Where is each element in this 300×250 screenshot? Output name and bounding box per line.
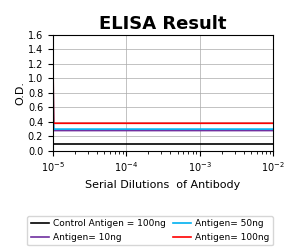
Antigen= 10ng: [72, 129, 75, 132]
Antigen= 100ng: [141, 122, 145, 125]
Control Antigen = 100ng: [86, 142, 89, 145]
Control Antigen = 100ng: [72, 142, 75, 145]
Antigen= 100ng: [86, 122, 89, 125]
Antigen= 10ng: [136, 129, 140, 132]
Antigen= 100ng: [136, 122, 140, 125]
Antigen= 50ng: [51, 51, 55, 54]
Antigen= 100ng: [51, 48, 55, 50]
Antigen= 100ng: [271, 122, 274, 125]
Antigen= 100ng: [72, 122, 75, 125]
X-axis label: Serial Dilutions  of Antibody: Serial Dilutions of Antibody: [85, 180, 241, 190]
Antigen= 10ng: [271, 129, 275, 132]
Antigen= 100ng: [140, 122, 144, 125]
Line: Antigen= 100ng: Antigen= 100ng: [53, 49, 273, 123]
Antigen= 50ng: [141, 128, 145, 130]
Title: ELISA Result: ELISA Result: [99, 15, 227, 33]
Antigen= 50ng: [86, 128, 89, 130]
Control Antigen = 100ng: [136, 142, 140, 145]
Antigen= 50ng: [271, 128, 275, 130]
Antigen= 10ng: [141, 129, 145, 132]
Antigen= 10ng: [140, 129, 144, 132]
Control Antigen = 100ng: [141, 142, 145, 145]
Control Antigen = 100ng: [271, 142, 275, 145]
Control Antigen = 100ng: [271, 142, 274, 145]
Antigen= 10ng: [271, 129, 274, 132]
Antigen= 50ng: [136, 128, 140, 130]
Antigen= 10ng: [51, 70, 55, 72]
Antigen= 10ng: [86, 129, 89, 132]
Antigen= 50ng: [140, 128, 144, 130]
Legend: Control Antigen = 100ng, Antigen= 10ng, Antigen= 50ng, Antigen= 100ng: Control Antigen = 100ng, Antigen= 10ng, …: [28, 216, 272, 246]
Control Antigen = 100ng: [140, 142, 144, 145]
Antigen= 50ng: [72, 128, 75, 130]
Line: Antigen= 50ng: Antigen= 50ng: [53, 53, 273, 129]
Line: Antigen= 10ng: Antigen= 10ng: [53, 71, 273, 130]
Y-axis label: O.D.: O.D.: [15, 81, 25, 105]
Antigen= 50ng: [271, 128, 274, 130]
Antigen= 100ng: [271, 122, 275, 125]
Control Antigen = 100ng: [51, 142, 55, 145]
